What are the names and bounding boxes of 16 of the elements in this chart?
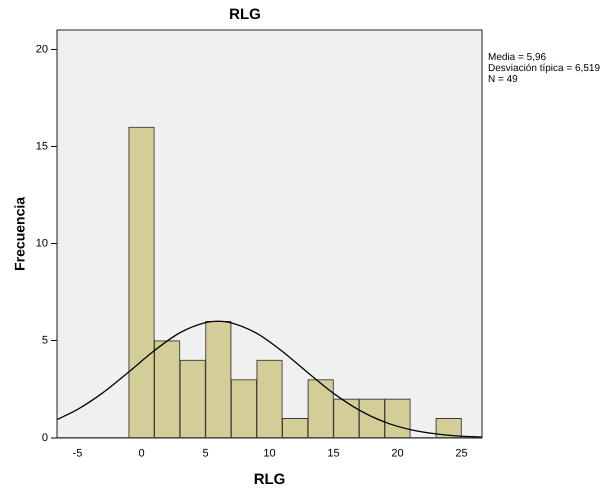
x-tick-label: 5: [202, 447, 209, 460]
chart-title: RLG: [229, 6, 261, 24]
x-axis-title: RLG: [254, 471, 286, 488]
x-tick-label: 25: [455, 447, 468, 460]
x-tick-label: 15: [327, 447, 340, 460]
x-tick-label: -5: [72, 447, 82, 460]
y-tick-label: 20: [36, 43, 48, 56]
y-tick-label: 10: [36, 238, 48, 250]
x-tick-label: 0: [138, 447, 145, 460]
text: Media = 5,96 Desviación típica = 6,519 N = 49: [488, 52, 600, 85]
y-tick-label: 0: [42, 432, 48, 444]
y-axis-title: Frecuencia: [11, 196, 28, 271]
x-tick-label: 20: [391, 447, 404, 460]
x-tick-label: 10: [263, 447, 276, 460]
y-tick-label: 15: [36, 140, 48, 153]
y-tick-label: 5: [42, 334, 48, 347]
